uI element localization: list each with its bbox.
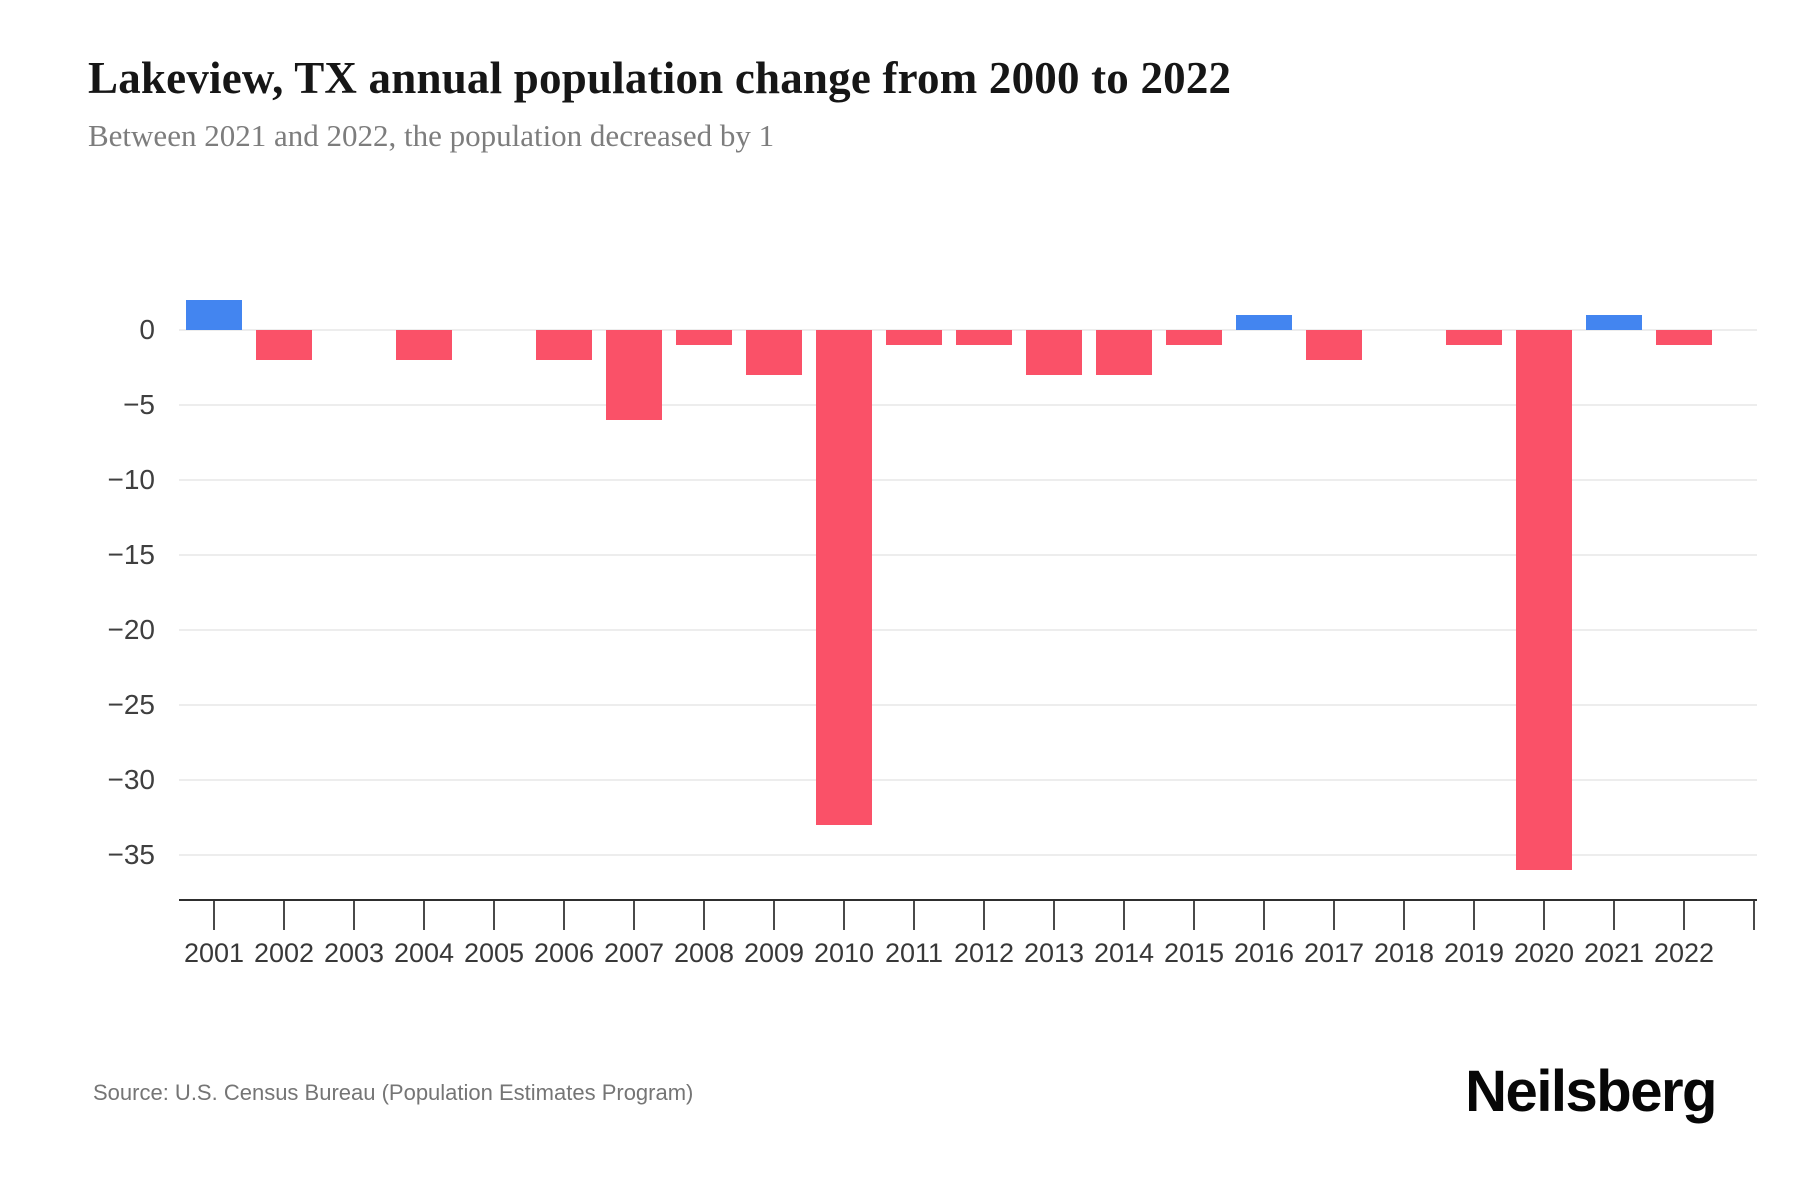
x-axis-year-label: 2020 bbox=[1513, 938, 1575, 968]
y-axis-tick-label: −25 bbox=[107, 689, 156, 720]
x-axis-year-label: 2014 bbox=[1093, 938, 1155, 968]
x-axis-year-label: 2019 bbox=[1443, 938, 1505, 968]
x-axis-tick bbox=[563, 901, 565, 930]
x-axis-line bbox=[179, 899, 1757, 901]
bar-2001[interactable] bbox=[186, 300, 242, 330]
x-axis-year-label: 2007 bbox=[603, 938, 665, 968]
x-axis-year-label: 2018 bbox=[1373, 938, 1435, 968]
x-axis-tick bbox=[1473, 901, 1475, 930]
x-axis-year-label: 2017 bbox=[1303, 938, 1365, 968]
x-axis-tick bbox=[1613, 901, 1615, 930]
y-gridline bbox=[179, 554, 1757, 556]
bar-2009[interactable] bbox=[746, 330, 802, 375]
source-note: Source: U.S. Census Bureau (Population E… bbox=[93, 1080, 694, 1105]
y-axis-tick-label: −5 bbox=[123, 389, 155, 420]
bar-2015[interactable] bbox=[1166, 330, 1222, 345]
x-axis-tick bbox=[213, 901, 215, 930]
bar-2004[interactable] bbox=[396, 330, 452, 360]
x-axis-tick bbox=[1263, 901, 1265, 930]
x-axis-tick bbox=[1123, 901, 1125, 930]
x-axis-year-label: 2016 bbox=[1233, 938, 1295, 968]
x-axis-year-label: 2008 bbox=[673, 938, 735, 968]
bar-2007[interactable] bbox=[606, 330, 662, 420]
x-axis-year-label: 2022 bbox=[1653, 938, 1715, 968]
x-axis-tick bbox=[1053, 901, 1055, 930]
x-axis-tick bbox=[843, 901, 845, 930]
y-axis-tick-label: −30 bbox=[107, 764, 156, 795]
bar-2022[interactable] bbox=[1656, 330, 1712, 345]
x-axis-year-label: 2013 bbox=[1023, 938, 1085, 968]
x-axis-year-label: 2010 bbox=[813, 938, 875, 968]
x-axis-year-label: 2021 bbox=[1583, 938, 1645, 968]
y-gridline bbox=[179, 479, 1757, 481]
y-gridline bbox=[179, 779, 1757, 781]
bar-2002[interactable] bbox=[256, 330, 312, 360]
x-axis-tick bbox=[423, 901, 425, 930]
chart-title: Lakeview, TX annual population change fr… bbox=[88, 53, 1232, 103]
bar-2012[interactable] bbox=[956, 330, 1012, 345]
x-axis-tick bbox=[493, 901, 495, 930]
bar-2016[interactable] bbox=[1236, 315, 1292, 330]
bar-2008[interactable] bbox=[676, 330, 732, 345]
y-axis-tick-label: −15 bbox=[107, 539, 156, 570]
x-axis-tick bbox=[633, 901, 635, 930]
x-axis-tick bbox=[353, 901, 355, 930]
bar-2011[interactable] bbox=[886, 330, 942, 345]
y-gridline bbox=[179, 704, 1757, 706]
x-axis-year-label: 2015 bbox=[1163, 938, 1225, 968]
x-axis-year-label: 2003 bbox=[323, 938, 385, 968]
x-axis-tick bbox=[703, 901, 705, 930]
y-gridline bbox=[179, 854, 1757, 856]
y-axis-tick-label: −20 bbox=[107, 614, 156, 645]
y-axis-tick-label: −35 bbox=[107, 839, 156, 870]
x-axis-year-label: 2001 bbox=[183, 938, 245, 968]
x-axis-tick bbox=[983, 901, 985, 930]
x-axis-year-label: 2006 bbox=[533, 938, 595, 968]
bar-2021[interactable] bbox=[1586, 315, 1642, 330]
x-axis-year-label: 2004 bbox=[393, 938, 455, 968]
x-axis-tick bbox=[913, 901, 915, 930]
x-axis-tick bbox=[773, 901, 775, 930]
x-axis-year-label: 2005 bbox=[463, 938, 525, 968]
x-axis-tick bbox=[1193, 901, 1195, 930]
bar-2019[interactable] bbox=[1446, 330, 1502, 345]
y-axis-tick-label: 0 bbox=[139, 314, 155, 345]
x-axis-year-label: 2011 bbox=[884, 938, 944, 968]
y-axis-tick-label: −10 bbox=[107, 464, 156, 495]
neilsberg-logo[interactable]: Neilsberg bbox=[1465, 1059, 1717, 1124]
x-axis-year-label: 2009 bbox=[743, 938, 805, 968]
bar-2020[interactable] bbox=[1516, 330, 1572, 870]
x-axis-tick bbox=[1543, 901, 1545, 930]
x-axis-year-label: 2012 bbox=[953, 938, 1015, 968]
bar-2006[interactable] bbox=[536, 330, 592, 360]
chart-subtitle: Between 2021 and 2022, the population de… bbox=[88, 118, 775, 153]
x-axis-tick bbox=[283, 901, 285, 930]
x-axis-year-label: 2002 bbox=[253, 938, 315, 968]
x-axis-tick bbox=[1333, 901, 1335, 930]
y-gridline bbox=[179, 629, 1757, 631]
bar-2010[interactable] bbox=[816, 330, 872, 825]
x-axis-tick bbox=[1753, 901, 1755, 930]
x-axis-tick bbox=[1683, 901, 1685, 930]
bar-2014[interactable] bbox=[1096, 330, 1152, 375]
x-axis-tick bbox=[1403, 901, 1405, 930]
bar-2013[interactable] bbox=[1026, 330, 1082, 375]
bar-2017[interactable] bbox=[1306, 330, 1362, 360]
y-gridline bbox=[179, 404, 1757, 406]
